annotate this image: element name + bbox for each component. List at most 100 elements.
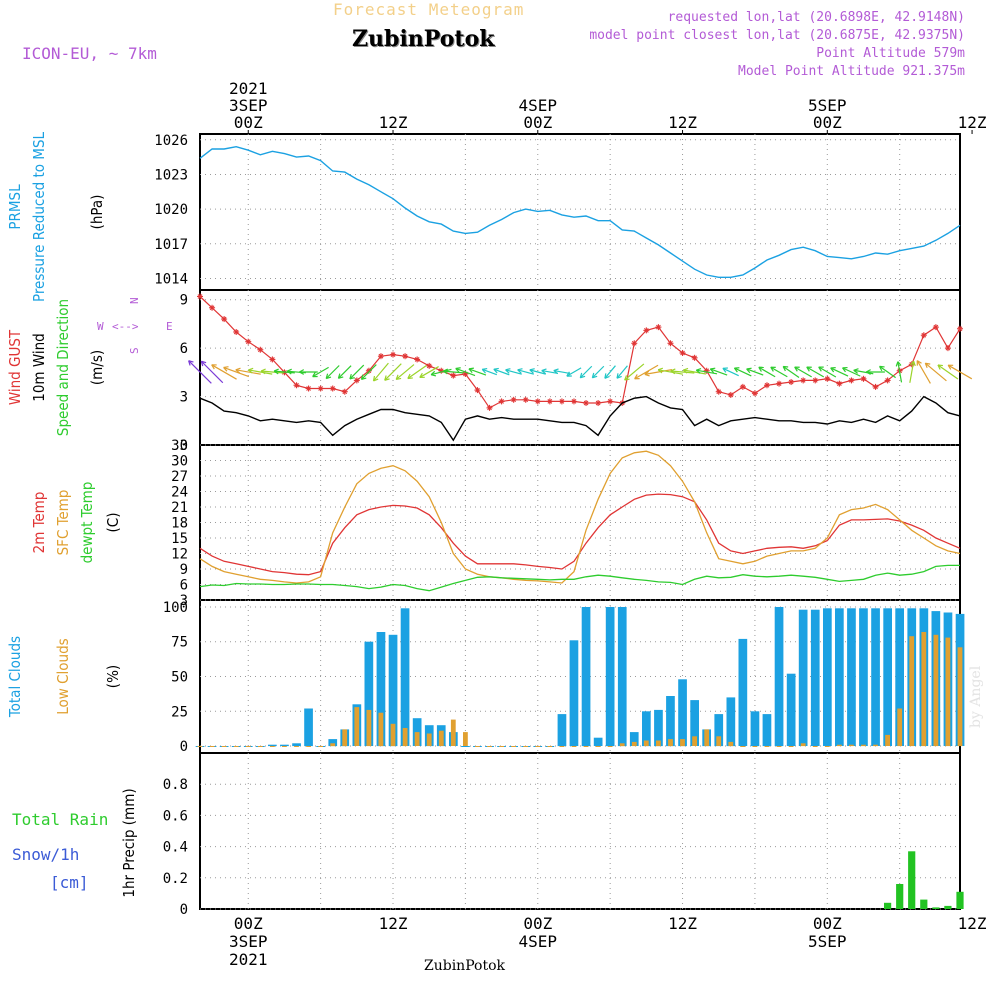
y-tick-label: 3	[180, 390, 188, 406]
wind-direction-arrow	[818, 366, 837, 378]
wind-arrow-head-b	[947, 364, 952, 370]
wind-arrow-head-b	[373, 378, 379, 382]
wind-gust-marker-d2	[692, 355, 697, 361]
wind-arrow-shaft	[683, 369, 707, 375]
wind-gust-marker-d2	[511, 397, 517, 403]
low-clouds-bar	[233, 746, 239, 747]
total-clouds-bar	[629, 732, 639, 746]
total-clouds-bar	[400, 608, 410, 746]
total-clouds-bar	[847, 608, 856, 746]
total-clouds-bar	[642, 711, 651, 747]
low-clouds-bar	[704, 729, 710, 747]
y-tick-label: 0	[180, 438, 188, 454]
wind-gust-marker	[558, 398, 565, 405]
wind-gust-marker-d2	[571, 399, 577, 404]
wind-arrow-head-b	[842, 367, 846, 373]
wind-direction-arrow	[188, 360, 212, 384]
wind-direction-arrow	[722, 367, 739, 377]
precip-label-snow: Snow/1h	[12, 845, 79, 864]
requested-coords: requested lon,lat (20.6898E, 42.9148N)	[667, 10, 965, 25]
wind-arrow-shaft	[818, 366, 837, 378]
y-tick-label: 50	[171, 670, 188, 686]
wind-arrow-head-a	[273, 368, 279, 372]
y-tick-label: 100	[163, 600, 188, 616]
wind-direction-arrow	[566, 367, 582, 377]
y-tick-label: 1020	[154, 202, 188, 218]
wind-direction-arrow	[591, 365, 605, 379]
wind-gust-marker	[377, 353, 384, 360]
compass-north: N	[128, 297, 141, 304]
wind-arrow-shaft	[211, 364, 237, 380]
total-clouds-bar	[726, 697, 736, 747]
wind-arrow-head-a	[455, 367, 461, 370]
wind-arrow-head-b	[361, 377, 367, 381]
time-label-top: 12Z	[668, 113, 697, 132]
y-tick-label: 18	[171, 516, 188, 532]
wind-speed-line	[199, 395, 961, 442]
wind-gust-marker	[329, 385, 336, 392]
wind-arrow-head-b	[644, 373, 650, 377]
wind-gust-marker-d2	[354, 378, 360, 383]
wind-direction-arrow	[733, 367, 752, 377]
wind-arrow-shaft	[493, 368, 510, 376]
wind-arrow-head-a	[566, 371, 570, 377]
wind-arrow-head-b	[830, 367, 835, 373]
wind-gust-marker-d2	[583, 400, 589, 406]
wind-gust-marker-d2	[342, 389, 348, 395]
low-clouds-bar	[342, 729, 348, 747]
low-clouds-bar	[861, 744, 866, 747]
wind-arrow-shaft	[384, 363, 402, 381]
wind-gust-marker	[691, 354, 698, 361]
wind-label-direction: Speed and Direction	[54, 299, 72, 436]
wind-arrow-head-a	[286, 368, 292, 372]
wind-arrow-shaft	[455, 367, 476, 377]
wind-gust-marker	[269, 356, 276, 363]
wind-arrow-head-a	[644, 370, 650, 375]
low-clouds-bar	[788, 746, 794, 747]
wind-arrow-head-b	[670, 370, 676, 375]
wind-direction-arrow	[879, 365, 896, 379]
low-clouds-bar	[511, 746, 516, 747]
low-clouds-bar	[245, 746, 251, 747]
wind-arrow-head-a	[372, 375, 376, 382]
time-label-bottom: 00Z	[523, 914, 552, 933]
total-clouds-bar	[835, 608, 844, 746]
wind-direction-arrow	[709, 367, 728, 376]
wind-arrow-shaft	[591, 365, 605, 379]
pressure-series-line	[199, 145, 961, 278]
wind-arrow-head-a	[360, 374, 364, 380]
wind-direction-arrow	[657, 367, 683, 375]
wind-direction-arrow	[937, 364, 959, 380]
total-clouds-bar	[557, 714, 567, 747]
wind-arrow-head-a	[430, 370, 436, 376]
precip-bar	[896, 884, 904, 909]
wind-direction-arrow	[604, 365, 616, 379]
wind-direction-arrow	[794, 366, 812, 378]
compass-west: W	[97, 320, 104, 333]
low-clouds-bar	[547, 746, 553, 747]
wind-label-10m: 10m Wind	[30, 333, 48, 402]
wind-arrow-head-b	[529, 369, 534, 374]
wind-gust-marker	[607, 398, 614, 405]
wind-gust-marker-d2	[716, 389, 722, 395]
wind-arrow-shaft	[373, 362, 389, 382]
wind-gust-marker	[546, 398, 553, 405]
wind-arrow-shaft	[924, 362, 947, 382]
wind-gust-line	[199, 296, 961, 409]
low-clouds-bar	[885, 734, 890, 746]
wind-arrow-shaft	[468, 368, 487, 376]
wind-direction-arrow	[529, 368, 546, 375]
y-tick-label: 1023	[154, 167, 188, 183]
total-clouds-bar	[738, 638, 748, 746]
wind-gust-marker	[824, 375, 831, 382]
wind-arrow-head-b	[493, 368, 498, 374]
wind-arrow-shaft	[529, 369, 546, 375]
wind-gust-marker	[812, 377, 819, 384]
clouds-label-low: Low Clouds	[54, 638, 72, 714]
wind-gust-marker	[486, 404, 493, 411]
y-tick-label: 24	[171, 485, 188, 501]
time-label-bottom: 12Z	[958, 914, 987, 933]
wind-gust-marker-d2	[728, 392, 734, 398]
wind-arrow-head-a	[493, 367, 499, 370]
low-clouds-bar	[221, 746, 227, 747]
